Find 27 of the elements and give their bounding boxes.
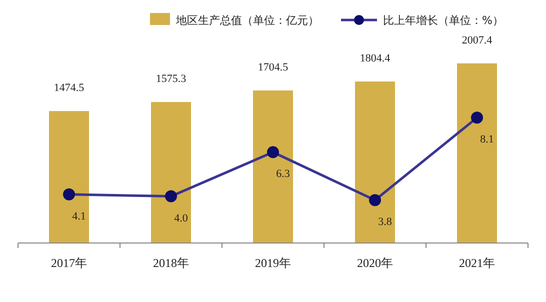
point (63, 188, 75, 200)
x-tick-label: 2018年 (153, 256, 189, 270)
data-label: 3.8 (378, 216, 392, 228)
point (165, 190, 177, 202)
bar (253, 90, 293, 243)
data-label: 1804.4 (360, 52, 391, 65)
bar (355, 82, 395, 243)
point (267, 146, 279, 158)
point (471, 112, 483, 124)
point (369, 194, 381, 206)
data-label: 1575.3 (156, 73, 187, 86)
x-tick-label: 2021年 (459, 256, 495, 270)
bar (151, 102, 191, 243)
legend-label: 地区生产总值（单位：亿元） (175, 14, 319, 27)
x-tick-label: 2020年 (357, 256, 393, 270)
data-label: 4.0 (174, 212, 188, 224)
data-label: 1704.5 (258, 61, 289, 74)
x-tick-label: 2019年 (255, 256, 291, 270)
data-label: 4.1 (72, 210, 86, 222)
bar (49, 111, 89, 243)
data-label: 6.3 (276, 168, 290, 180)
data-label: 2007.4 (462, 34, 493, 46)
bar (457, 63, 497, 243)
data-label: 1474.5 (54, 82, 85, 94)
x-tick-label: 2017年 (51, 256, 87, 270)
legend-label: 比上年增长（单位：%） (383, 14, 504, 27)
data-label: 8.1 (480, 134, 494, 146)
